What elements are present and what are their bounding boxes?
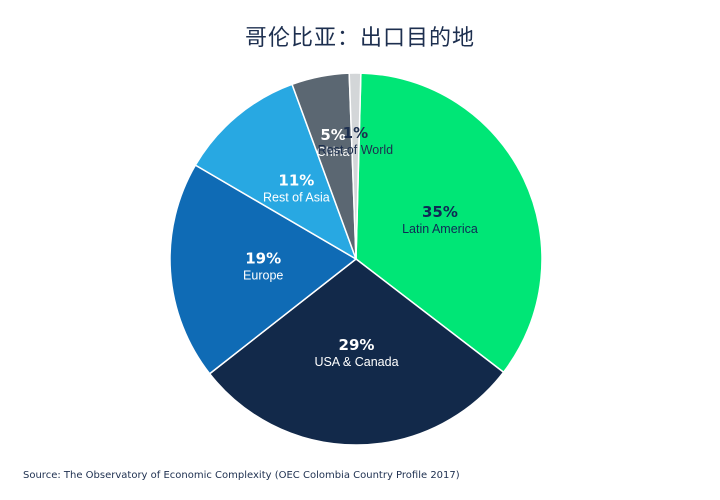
pie-slice-latin-america xyxy=(355,72,543,374)
slice-label-rest-of-asia: Rest of Asia xyxy=(263,191,330,205)
slice-label-europe: Europe xyxy=(243,268,283,282)
pie-slice-usa-canada xyxy=(208,258,505,446)
chart-title: 哥伦比亚：出口目的地 xyxy=(244,26,475,51)
slice-value-china: 5% xyxy=(320,126,345,144)
slice-label-china: China xyxy=(317,145,350,159)
pie-labels: 35%Latin America 29%USA & Canada 19%Europe… xyxy=(243,124,478,369)
pie-slice-rest-of-asia xyxy=(194,83,358,261)
slice-value-usa-canada: 29% xyxy=(339,336,375,354)
slice-value-rest-of-asia: 11% xyxy=(278,172,314,190)
slice-value-europe: 19% xyxy=(245,249,281,267)
slice-value-rest-of-world: 1% xyxy=(343,124,368,142)
pie-slices xyxy=(169,72,543,446)
slice-value-latin-america: 35% xyxy=(422,203,458,221)
slice-label-latin-america: Latin America xyxy=(402,222,478,236)
slice-label-usa-canada: USA & Canada xyxy=(314,355,398,369)
source-note: Source: The Observatory of Economic Comp… xyxy=(23,470,460,481)
pie-slice-rest-of-world xyxy=(348,72,362,260)
pie-slice-europe xyxy=(169,164,358,375)
slice-label-rest-of-world: Rest of World xyxy=(318,143,394,157)
